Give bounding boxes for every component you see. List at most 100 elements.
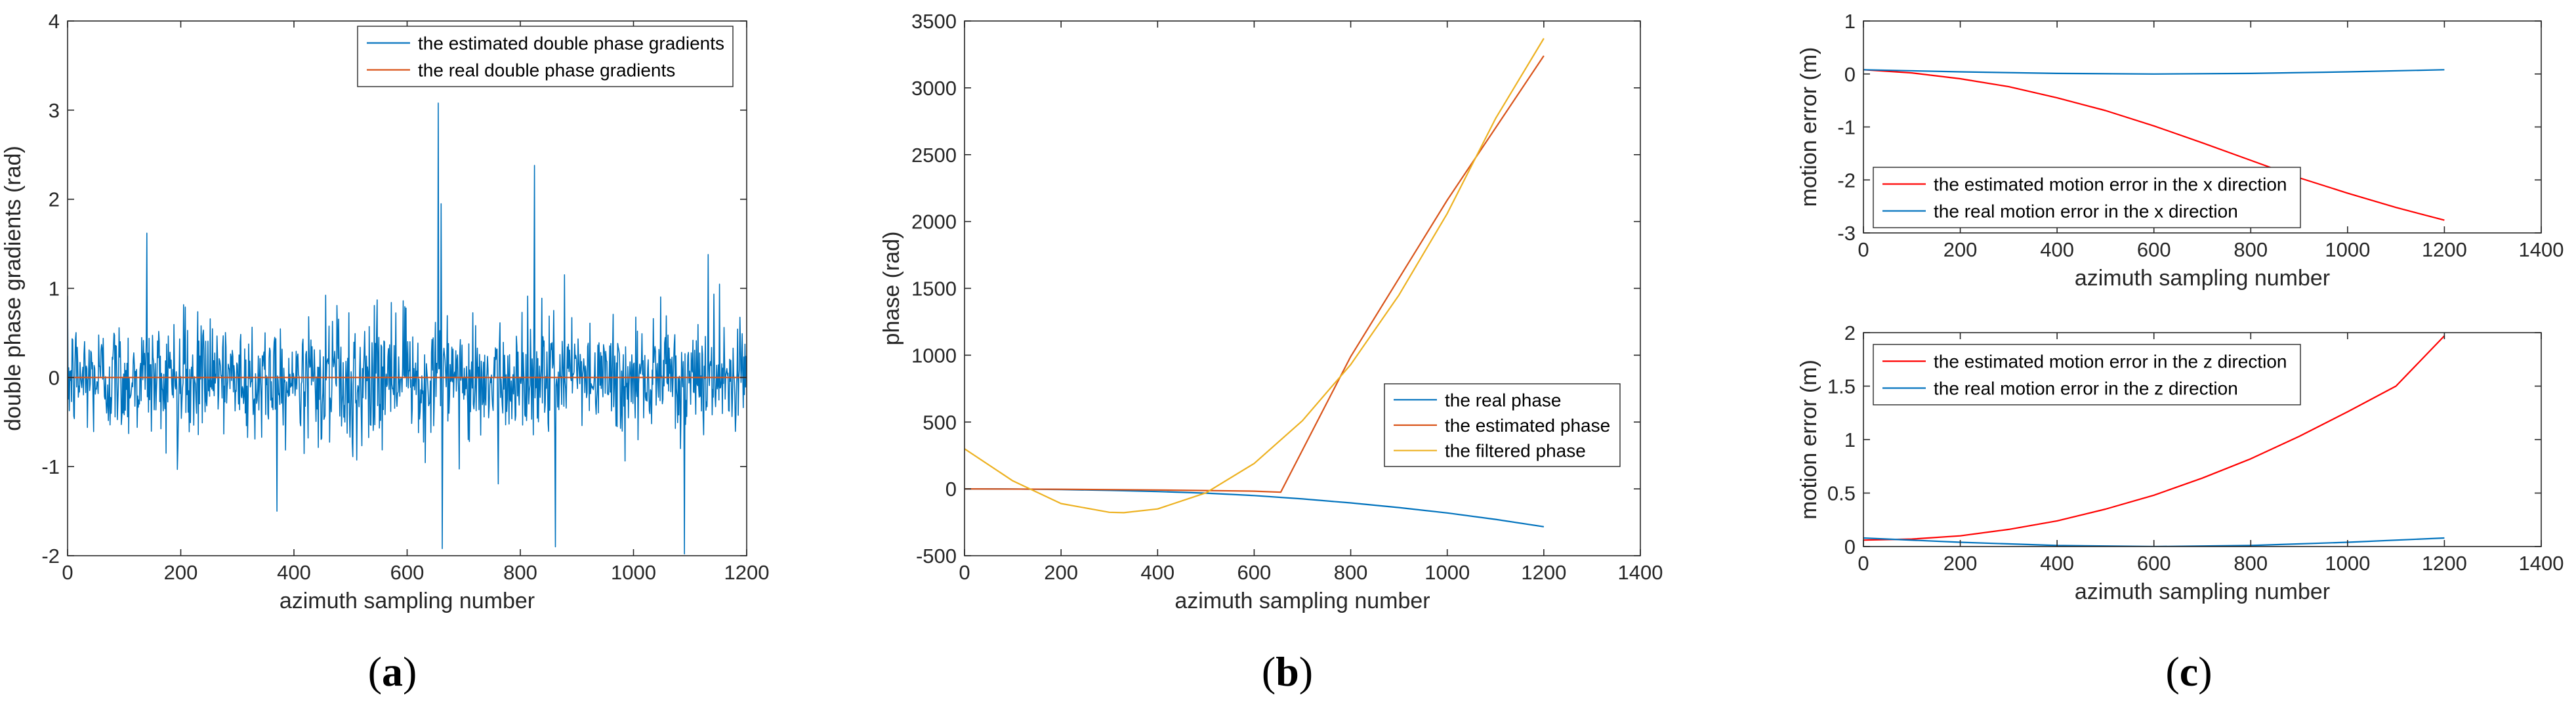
x-tick-label: 1200 [2422,552,2467,575]
legend-entry: the real double phase gradients [418,60,675,81]
y-tick-label: -1 [1837,116,1856,139]
legend: the estimated motion error in the z dire… [1873,344,2301,405]
x-tick-label: 200 [1943,552,1978,575]
legend-entry: the estimated motion error in the x dire… [1934,175,2287,195]
y-tick-label: 0 [1844,535,1856,558]
y-tick-label: 1 [1844,428,1856,451]
x-tick-label: 800 [2233,238,2268,261]
x-tick-label: 800 [1334,561,1368,584]
axes-box [67,20,747,556]
series-group [1863,69,2445,221]
y-tick-label: -3 [1837,222,1856,245]
x-tick-label: 1400 [2519,552,2564,575]
panel-label: (c) [2165,648,2212,695]
legend-entry: the estimated double phase gradients [418,33,724,54]
series-line-2 [965,37,1545,514]
series-line-0 [965,488,1545,528]
x-tick-label: 400 [2040,238,2074,261]
panel-label: (b) [1262,648,1313,695]
x-tick-label: 0 [1858,238,1869,261]
x-tick-label: 800 [503,561,537,584]
panel-label-close: ) [2198,648,2212,695]
x-axis-label: azimuth sampling number [1174,589,1430,613]
y-tick-label: 2000 [911,211,957,234]
x-tick-label: 1000 [2325,552,2370,575]
x-tick-label: 1400 [2519,238,2564,261]
x-tick-label: 0 [959,561,970,584]
series-group [68,102,747,555]
x-axis-label: azimuth sampling number [280,589,535,613]
panel-label-letter: a [382,648,403,695]
panel-label-open: ( [1262,648,1276,695]
series-line-1 [965,55,1545,493]
series-line-1 [1863,69,2445,75]
legend-entry: the real motion error in the z direction [1934,379,2238,399]
x-tick-label: 1000 [611,561,656,584]
x-tick-label: 200 [1044,561,1078,584]
series-line-0 [1863,335,2445,541]
y-tick-label: 1.5 [1827,375,1856,398]
y-tick-label: 4 [49,10,60,33]
panel-label-close: ) [403,648,417,695]
x-tick-label: 200 [164,561,198,584]
y-tick-label: 1500 [911,278,957,300]
y-tick-label: 3500 [911,10,957,33]
x-tick-label: 400 [1140,561,1174,584]
panel-label: (a) [368,648,417,695]
x-tick-label: 1000 [2325,238,2370,261]
x-tick-label: 600 [390,561,425,584]
y-tick-label: -2 [41,545,60,568]
y-tick-label: 2 [49,188,60,211]
panel-label-letter: b [1276,648,1299,695]
legend: the estimated double phase gradients the … [357,26,734,87]
legend-entry: the filtered phase [1445,441,1586,461]
y-tick-label: 0.5 [1827,482,1856,505]
chart-panel-2: 0 200 400 600 800 1000 1200 1400-3-2-101azimuth… [1797,10,2564,695]
legend-box [1873,167,2301,228]
chart-panel-3: 0 200 400 600 800 1000 1200 1400 0 0.5 1 1.5 2 azimut… [1797,321,2564,604]
x-tick-label: 400 [2040,552,2074,575]
legend-entry: the real motion error in the x direction [1934,201,2238,222]
legend-box [357,26,734,87]
legend: the estimated motion error in the x dire… [1873,167,2301,228]
legend-entry: the estimated motion error in the z dire… [1934,352,2287,372]
x-tick-label: 1200 [724,561,770,584]
x-tick-label: 1400 [1618,561,1663,584]
x-tick-label: 600 [2137,238,2171,261]
legend: the real phase the estimated phase the fil… [1384,383,1621,467]
x-tick-label: 600 [2137,552,2171,575]
panel-label-open: ( [368,648,382,695]
legend-entry: the real phase [1445,390,1561,410]
y-tick-label: -2 [1837,169,1856,192]
y-tick-label: 0 [945,478,957,501]
legend-box [1873,344,2301,405]
series-group [965,37,1545,528]
x-tick-label: 0 [62,561,73,584]
x-tick-label: 1200 [1521,561,1566,584]
panel-label-close: ) [1299,648,1313,695]
y-axis-label: phase (rad) [879,232,904,346]
y-tick-label: 500 [923,411,957,434]
x-tick-label: 400 [277,561,311,584]
x-tick-label: 200 [1943,238,1978,261]
chart-panel-0: 0 200 400 600 800 1000 1200 -2 -1 0 1 2 3 4 azimuth sa… [1,10,769,695]
y-axis-label: double phase gradients (rad) [1,146,26,431]
panel-label-open: ( [2165,648,2179,695]
axes-box [964,20,1641,556]
panel-label-letter: c [2180,648,2198,695]
x-tick-label: 1200 [2422,238,2467,261]
y-tick-label: 2500 [911,144,957,167]
x-tick-label: 1000 [1424,561,1470,584]
chart-panel-1: 0 200 400 600 800 1000 1200 1400-50005001000150… [879,10,1663,695]
y-tick-label: 3000 [911,77,957,100]
y-axis-label: motion error (m) [1797,47,1821,207]
legend-entry: the estimated phase [1445,415,1610,436]
y-tick-label: 1 [49,278,60,300]
series-line-0 [68,102,747,555]
y-tick-label: 1 [1844,10,1856,33]
x-tick-label: 800 [2233,552,2268,575]
series-line-0 [1863,69,2445,221]
y-tick-label: 1000 [911,344,957,367]
y-tick-label: 2 [1844,321,1856,344]
